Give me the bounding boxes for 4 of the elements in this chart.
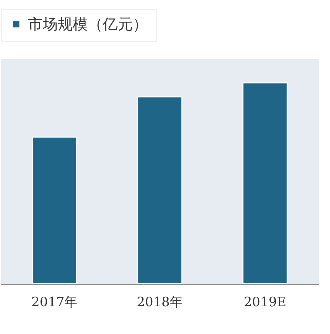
legend-label: 市场规模（亿元） <box>28 16 148 34</box>
x-tick-label: 2019E <box>244 296 287 310</box>
x-tick-label: 2017年 <box>32 296 78 310</box>
x-tick-label: 2018年 <box>136 296 184 310</box>
